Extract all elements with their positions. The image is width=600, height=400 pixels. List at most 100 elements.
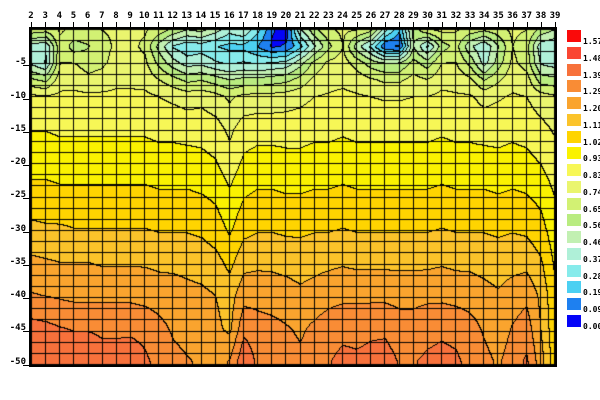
colorbar-chip-1.11 bbox=[567, 113, 581, 126]
y-axis-tick--25 bbox=[23, 198, 29, 200]
x-axis-tick-7 bbox=[101, 22, 103, 27]
x-axis-label-15: 15 bbox=[209, 11, 221, 21]
colorbar-label-0.09: 0.09 bbox=[583, 305, 600, 314]
x-axis-tick-20 bbox=[285, 22, 287, 27]
y-axis-label--30: -30 bbox=[9, 223, 26, 234]
x-axis-tick-27 bbox=[385, 22, 387, 27]
x-axis-tick-39 bbox=[555, 22, 556, 27]
x-axis-tick-17 bbox=[243, 22, 245, 27]
x-axis-label-9: 9 bbox=[127, 11, 133, 21]
colorbar-label-0.56: 0.56 bbox=[583, 221, 600, 231]
x-axis-tick-10 bbox=[144, 22, 146, 27]
x-axis-label-31: 31 bbox=[436, 11, 448, 21]
colorbar-label-1.48: 1.48 bbox=[583, 53, 600, 63]
x-axis-tick-16 bbox=[229, 22, 231, 27]
colorbar-label-1.20: 1.20 bbox=[583, 104, 600, 113]
x-axis-label-3: 3 bbox=[42, 11, 48, 21]
colorbar-label-0.93: 0.93 bbox=[583, 154, 600, 164]
x-axis-label-32: 32 bbox=[450, 11, 462, 21]
colorbar-chip-0.56 bbox=[567, 214, 581, 227]
x-axis-label-7: 7 bbox=[99, 11, 105, 21]
colorbar-chip-1.57 bbox=[567, 30, 581, 42]
x-axis-tick-18 bbox=[257, 22, 259, 27]
colorbar-chip-0.83 bbox=[567, 164, 581, 176]
colorbar-chip-0.09 bbox=[567, 298, 581, 310]
x-axis-tick-32 bbox=[455, 22, 457, 27]
x-axis-label-14: 14 bbox=[195, 11, 207, 21]
x-axis-tick-4 bbox=[59, 22, 61, 27]
colorbar-chip-0.37 bbox=[567, 247, 581, 260]
colorbar-chip-1.39 bbox=[567, 63, 581, 76]
colorbar-chip-1.48 bbox=[567, 46, 581, 59]
y-axis-label--5: -5 bbox=[15, 57, 26, 68]
x-axis-tick-26 bbox=[370, 22, 372, 27]
x-axis-label-24: 24 bbox=[337, 11, 348, 21]
x-axis-tick-30 bbox=[427, 22, 429, 27]
x-axis-label-20: 20 bbox=[280, 11, 292, 21]
colorbar-label-0.00: 0.00 bbox=[583, 321, 600, 331]
x-axis-label-36: 36 bbox=[507, 11, 518, 21]
colorbar-label-1.11: 1.11 bbox=[583, 120, 600, 130]
y-axis-label--10: -10 bbox=[9, 90, 26, 101]
y-axis-tick--15 bbox=[23, 131, 29, 133]
plot-frame bbox=[29, 27, 557, 367]
colorbar-chip-0.65 bbox=[567, 197, 581, 210]
y-axis-tick--10 bbox=[23, 98, 29, 100]
x-axis-label-29: 29 bbox=[407, 11, 419, 21]
x-axis-label-11: 11 bbox=[153, 11, 164, 21]
x-axis-label-30: 30 bbox=[422, 11, 433, 21]
y-axis-tick--45 bbox=[23, 331, 29, 333]
x-axis-tick-29 bbox=[413, 22, 415, 27]
y-axis-label--25: -25 bbox=[9, 190, 26, 201]
y-axis-tick--30 bbox=[23, 231, 29, 233]
colorbar-label-0.37: 0.37 bbox=[583, 254, 600, 264]
x-axis-tick-3 bbox=[45, 22, 47, 27]
y-axis-tick--50 bbox=[23, 364, 29, 366]
x-axis-label-12: 12 bbox=[167, 11, 179, 21]
x-axis-tick-22 bbox=[314, 22, 316, 27]
colorbar-chip-1.20 bbox=[567, 97, 581, 109]
y-axis-tick--5 bbox=[23, 65, 29, 67]
x-axis-label-19: 19 bbox=[266, 11, 278, 21]
x-axis-label-26: 26 bbox=[365, 11, 377, 21]
x-axis-tick-15 bbox=[215, 22, 217, 27]
colorbar-chip-1.29 bbox=[567, 80, 581, 93]
y-axis-label--35: -35 bbox=[9, 256, 26, 267]
x-axis-tick-8 bbox=[115, 22, 117, 27]
x-axis-label-2: 2 bbox=[28, 11, 34, 21]
x-axis-tick-35 bbox=[498, 22, 500, 27]
x-axis-tick-25 bbox=[356, 22, 358, 27]
y-axis-label--50: -50 bbox=[9, 356, 26, 367]
y-axis-label--40: -40 bbox=[9, 290, 26, 301]
x-axis-tick-37 bbox=[526, 22, 528, 27]
x-axis-tick-33 bbox=[470, 22, 472, 27]
x-axis-tick-36 bbox=[512, 22, 514, 27]
colorbar-chip-0.93 bbox=[567, 147, 581, 160]
x-axis-label-18: 18 bbox=[252, 11, 264, 21]
colorbar-label-1.39: 1.39 bbox=[583, 70, 600, 80]
x-axis-label-5: 5 bbox=[70, 11, 77, 21]
x-axis-label-28: 28 bbox=[393, 11, 405, 21]
x-axis-tick-34 bbox=[484, 22, 486, 27]
x-axis-label-22: 22 bbox=[308, 11, 320, 21]
x-axis-label-39: 39 bbox=[549, 11, 561, 21]
x-axis-label-13: 13 bbox=[181, 11, 193, 21]
y-axis-label--45: -45 bbox=[9, 323, 26, 334]
x-axis-tick-14 bbox=[200, 22, 202, 27]
y-axis-tick--35 bbox=[23, 264, 29, 266]
x-axis-tick-28 bbox=[399, 22, 401, 27]
x-axis-label-8: 8 bbox=[113, 11, 119, 21]
x-axis-tick-9 bbox=[130, 22, 132, 27]
y-axis-label--20: -20 bbox=[9, 157, 26, 168]
x-axis-tick-6 bbox=[87, 22, 89, 27]
x-axis-tick-12 bbox=[172, 22, 174, 27]
colorbar-chip-0.00 bbox=[567, 314, 581, 327]
x-axis-label-4: 4 bbox=[56, 11, 63, 21]
x-axis-tick-21 bbox=[300, 22, 302, 27]
x-axis-label-34: 34 bbox=[478, 11, 490, 21]
colorbar-label-0.28: 0.28 bbox=[583, 271, 600, 281]
x-axis-tick-13 bbox=[186, 22, 188, 27]
colorbar-label-0.65: 0.65 bbox=[583, 204, 600, 214]
x-axis-tick-31 bbox=[441, 22, 443, 27]
x-axis-label-10: 10 bbox=[138, 11, 150, 21]
